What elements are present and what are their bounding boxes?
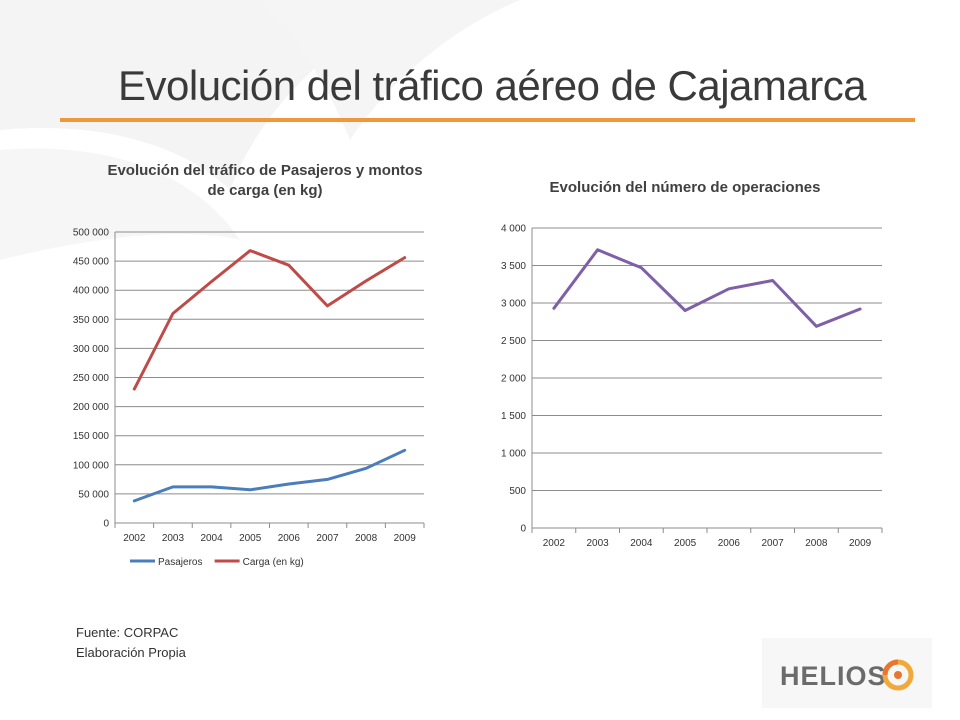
y-tick-label: 0 (103, 519, 109, 530)
series-line-0 (552, 248, 862, 328)
logo-wordmark: HELIOS (780, 661, 887, 691)
chart1-title: Evolución del tráfico de Pasajeros y mon… (90, 161, 440, 201)
x-tick-label: 2009 (394, 533, 417, 544)
y-tick-label: 500 (509, 486, 526, 497)
y-tick-label: 200 000 (73, 402, 110, 413)
x-tick-label: 2005 (239, 533, 262, 544)
y-tick-label: 4 000 (501, 224, 526, 235)
x-tick-label: 2006 (718, 538, 741, 549)
x-tick-label: 2005 (674, 538, 697, 549)
y-tick-label: 150 000 (73, 431, 110, 442)
x-tick-label: 2007 (316, 533, 339, 544)
x-tick-label: 2003 (587, 538, 610, 549)
x-tick-label: 2003 (162, 533, 185, 544)
x-tick-label: 2008 (355, 533, 378, 544)
slide-title: Evolución del tráfico aéreo de Cajamarca (118, 62, 867, 109)
y-tick-label: 400 000 (73, 286, 110, 297)
y-tick-label: 1 000 (501, 449, 526, 460)
y-tick-label: 450 000 (73, 257, 110, 268)
chart1-title-line2: de carga (en kg) (207, 182, 323, 199)
series-line-1 (132, 249, 407, 391)
x-tick-label: 2006 (278, 533, 301, 544)
x-tick-label: 2007 (762, 538, 785, 549)
y-tick-label: 250 000 (73, 373, 110, 384)
y-tick-label: 350 000 (73, 315, 110, 326)
chart2-title: Evolución del número de operaciones (549, 179, 821, 196)
y-tick-label: 0 (520, 524, 526, 535)
y-tick-label: 3 000 (501, 299, 526, 310)
x-tick-label: 2008 (805, 538, 828, 549)
chart1-title-line1: Evolución del tráfico de Pasajeros y mon… (107, 162, 423, 179)
x-tick-label: 2002 (123, 533, 146, 544)
x-tick-label: 2004 (630, 538, 653, 549)
elaboration-line: Elaboración Propia (76, 645, 186, 660)
sun-icon (882, 659, 914, 691)
x-tick-label: 2004 (200, 533, 223, 544)
title-divider (60, 118, 915, 122)
series-line-0 (132, 448, 407, 503)
y-tick-label: 50 000 (78, 489, 109, 500)
helios-logo: HELIOS (762, 638, 932, 708)
y-tick-label: 1 500 (501, 411, 526, 422)
y-tick-label: 2 000 (501, 374, 526, 385)
source-note: Fuente: CORPAC Elaboración Propia (76, 623, 186, 663)
x-tick-label: 2002 (543, 538, 566, 549)
legend-label: Pasajeros (158, 557, 202, 568)
source-line: Fuente: CORPAC (76, 625, 179, 640)
y-tick-label: 3 500 (501, 261, 526, 272)
y-tick-label: 300 000 (73, 344, 110, 355)
x-tick-label: 2009 (849, 538, 872, 549)
y-tick-label: 100 000 (73, 460, 110, 471)
y-tick-label: 2 500 (501, 336, 526, 347)
y-tick-label: 500 000 (73, 228, 110, 239)
legend-label: Carga (en kg) (243, 557, 304, 568)
